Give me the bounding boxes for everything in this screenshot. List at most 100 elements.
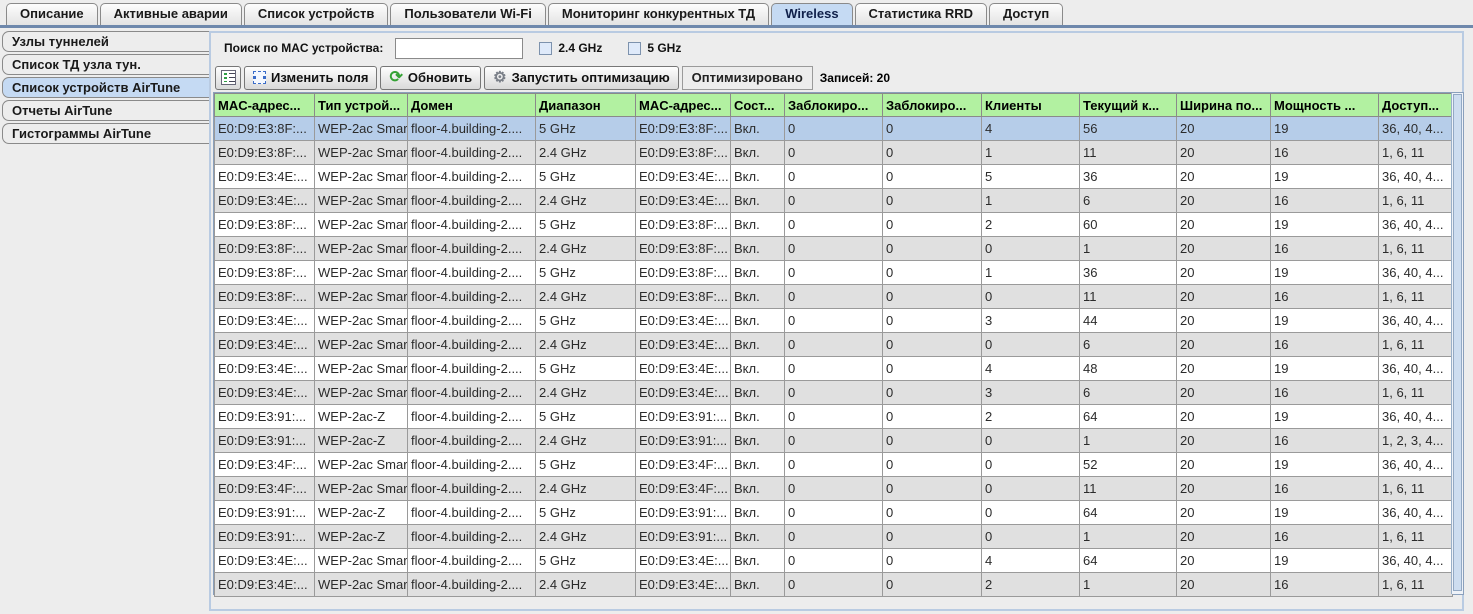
tab-item-6[interactable]: Статистика RRD — [854, 3, 987, 25]
column-header-2[interactable]: Домен — [407, 93, 536, 117]
table-cell: 48 — [1079, 356, 1177, 381]
table-cell: 0 — [784, 236, 883, 261]
checkbox-5ghz[interactable] — [628, 41, 642, 55]
edit-fields-button[interactable]: Изменить поля — [244, 65, 378, 90]
table-row[interactable]: E0:D9:E3:4E:... WEP-2ac Smart floor-4.buil… — [214, 356, 1453, 381]
table-cell: 20 — [1176, 356, 1271, 381]
vertical-scrollbar[interactable] — [1451, 93, 1463, 594]
table-cell: 2.4 GHz — [535, 428, 636, 453]
table-cell: 36, 40, 4... — [1378, 404, 1453, 429]
table-row[interactable]: E0:D9:E3:8F:... WEP-2ac Smart floor-4.buil… — [214, 140, 1453, 165]
column-settings-button[interactable] — [215, 65, 241, 90]
sidebar-item-3[interactable]: Отчеты AirTune — [2, 100, 209, 121]
sidebar-item-1[interactable]: Список ТД узла тун. — [2, 54, 209, 75]
table-row[interactable]: E0:D9:E3:8F:... WEP-2ac Smart floor-4.buil… — [214, 116, 1453, 141]
table-row[interactable]: E0:D9:E3:8F:... WEP-2ac Smart floor-4.buil… — [214, 284, 1453, 309]
table-cell: 36, 40, 4... — [1378, 548, 1453, 573]
mac-search-input[interactable] — [395, 37, 524, 59]
table-row[interactable]: E0:D9:E3:4F:... WEP-2ac Smart floor-4.buil… — [214, 476, 1453, 501]
table-cell: 0 — [981, 476, 1080, 501]
tab-item-2[interactable]: Список устройств — [243, 3, 389, 25]
sidebar-item-4[interactable]: Гистограммы AirTune — [2, 123, 209, 144]
table-cell: E0:D9:E3:4F:... — [635, 476, 731, 501]
checkbox-2-4ghz[interactable] — [539, 41, 553, 55]
table-cell: 0 — [882, 356, 982, 381]
column-header-11[interactable]: Мощность ... — [1270, 93, 1379, 117]
table-cell: E0:D9:E3:8F:... — [214, 212, 315, 237]
table-row[interactable]: E0:D9:E3:4E:... WEP-2ac Smart floor-4.buil… — [214, 572, 1453, 597]
table-row[interactable]: E0:D9:E3:8F:... WEP-2ac Smart floor-4.buil… — [214, 212, 1453, 237]
run-optimization-button[interactable]: ⚙ Запустить оптимизацию — [484, 65, 679, 90]
table-cell: 16 — [1270, 428, 1379, 453]
table-row[interactable]: E0:D9:E3:91:... WEP-2ac-Z floor-4.building… — [214, 428, 1453, 453]
refresh-label: Обновить — [407, 70, 473, 85]
gear-icon: ⚙ — [493, 68, 507, 86]
column-header-7[interactable]: Заблокиро... — [882, 93, 982, 117]
table-cell: 20 — [1176, 428, 1271, 453]
table-cell: WEP-2ac Smart — [314, 284, 408, 309]
tab-item-4[interactable]: Мониторинг конкурентных ТД — [547, 3, 770, 25]
tab-bar: Описание Активные аварии Список устройств П… — [0, 0, 1473, 28]
tab-item-0[interactable]: Описание — [6, 3, 98, 25]
table-row[interactable]: E0:D9:E3:4F:... WEP-2ac Smart floor-4.buil… — [214, 452, 1453, 477]
column-header-4[interactable]: MAC-адрес... — [635, 93, 731, 117]
table-cell: E0:D9:E3:4E:... — [635, 380, 731, 405]
table-cell: 1, 2, 3, 4... — [1378, 428, 1453, 453]
table-row[interactable]: E0:D9:E3:4E:... WEP-2ac Smart floor-4.buil… — [214, 308, 1453, 333]
table-cell: 20 — [1176, 500, 1271, 525]
table-row[interactable]: E0:D9:E3:4E:... WEP-2ac Smart floor-4.buil… — [214, 188, 1453, 213]
column-header-0[interactable]: MAC-адрес... — [214, 93, 315, 117]
column-header-1[interactable]: Тип устрой... — [314, 93, 408, 117]
table-row[interactable]: E0:D9:E3:4E:... WEP-2ac Smart floor-4.buil… — [214, 548, 1453, 573]
column-header-12[interactable]: Доступ... — [1378, 93, 1453, 117]
scrollbar-thumb[interactable] — [1453, 94, 1462, 591]
sidebar-item-0[interactable]: Узлы туннелей — [2, 31, 209, 52]
table-row[interactable]: E0:D9:E3:4E:... WEP-2ac Smart floor-4.buil… — [214, 332, 1453, 357]
table-cell: 1, 6, 11 — [1378, 284, 1453, 309]
column-header-3[interactable]: Диапазон — [535, 93, 636, 117]
table-cell: WEP-2ac-Z — [314, 500, 408, 525]
table-cell: 16 — [1270, 476, 1379, 501]
table-cell: 36, 40, 4... — [1378, 500, 1453, 525]
refresh-button[interactable]: ⟳ Обновить — [380, 65, 482, 90]
table-row[interactable]: E0:D9:E3:8F:... WEP-2ac Smart floor-4.buil… — [214, 260, 1453, 285]
table-cell: 6 — [1079, 380, 1177, 405]
table-cell: 36 — [1079, 260, 1177, 285]
table-cell: WEP-2ac Smart — [314, 356, 408, 381]
table-cell: 1, 6, 11 — [1378, 188, 1453, 213]
table-row[interactable]: E0:D9:E3:4E:... WEP-2ac Smart floor-4.buil… — [214, 164, 1453, 189]
table-cell: 0 — [882, 500, 982, 525]
table-cell: WEP-2ac Smart — [314, 236, 408, 261]
table-cell: 0 — [882, 452, 982, 477]
column-header-5[interactable]: Сост... — [730, 93, 785, 117]
tab-item-3[interactable]: Пользователи Wi-Fi — [390, 3, 546, 25]
table-cell: 1, 6, 11 — [1378, 140, 1453, 165]
table-header-row: MAC-адрес... Тип устрой... Домен Диапазон MA… — [214, 93, 1453, 117]
table-cell: 2.4 GHz — [535, 140, 636, 165]
table-cell: 64 — [1079, 404, 1177, 429]
table-cell: E0:D9:E3:91:... — [635, 404, 731, 429]
table-cell: 20 — [1176, 548, 1271, 573]
table-cell: 5 GHz — [535, 116, 636, 141]
sidebar-item-2[interactable]: Список устройств AirTune — [2, 77, 209, 98]
table-cell: 6 — [1079, 332, 1177, 357]
column-header-6[interactable]: Заблокиро... — [784, 93, 883, 117]
column-header-10[interactable]: Ширина по... — [1176, 93, 1271, 117]
table-cell: 5 GHz — [535, 548, 636, 573]
table-cell: E0:D9:E3:8F:... — [635, 260, 731, 285]
table-cell: E0:D9:E3:4E:... — [635, 572, 731, 597]
table-row[interactable]: E0:D9:E3:8F:... WEP-2ac Smart floor-4.buil… — [214, 236, 1453, 261]
table-row[interactable]: E0:D9:E3:91:... WEP-2ac-Z floor-4.building… — [214, 524, 1453, 549]
table-cell: Вкл. — [730, 308, 785, 333]
tab-item-5[interactable]: Wireless — [771, 3, 853, 25]
table-cell: 0 — [784, 212, 883, 237]
table-cell: 36, 40, 4... — [1378, 308, 1453, 333]
table-cell: E0:D9:E3:91:... — [214, 404, 315, 429]
column-header-9[interactable]: Текущий к... — [1079, 93, 1177, 117]
column-header-8[interactable]: Клиенты — [981, 93, 1080, 117]
table-row[interactable]: E0:D9:E3:4E:... WEP-2ac Smart floor-4.buil… — [214, 380, 1453, 405]
tab-item-7[interactable]: Доступ — [989, 3, 1064, 25]
tab-item-1[interactable]: Активные аварии — [99, 3, 242, 25]
table-row[interactable]: E0:D9:E3:91:... WEP-2ac-Z floor-4.building… — [214, 404, 1453, 429]
table-row[interactable]: E0:D9:E3:91:... WEP-2ac-Z floor-4.building… — [214, 500, 1453, 525]
